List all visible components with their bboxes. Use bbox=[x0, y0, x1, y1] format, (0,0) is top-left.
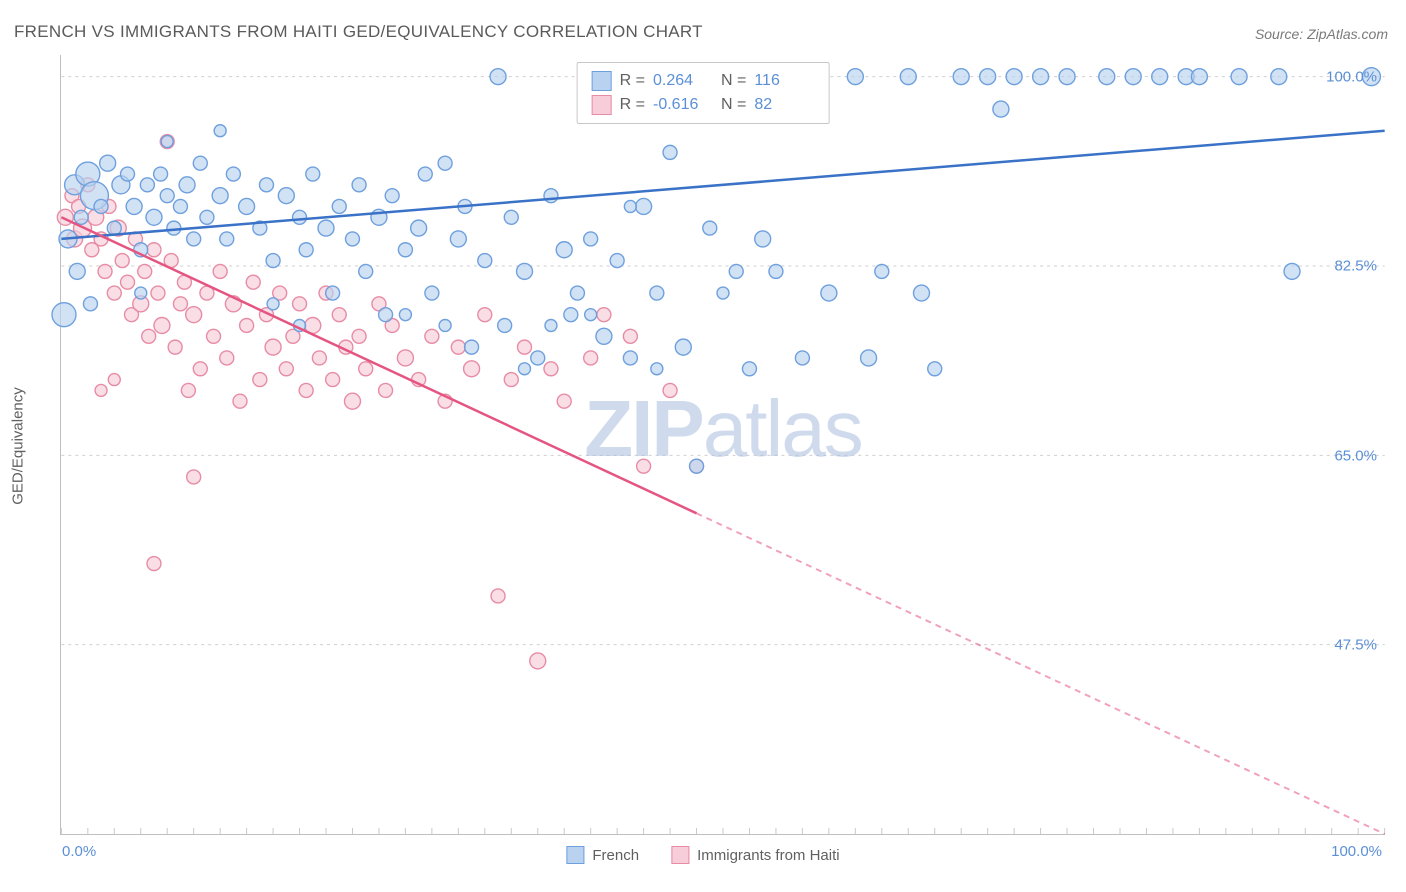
series-legend: French Immigrants from Haiti bbox=[566, 846, 839, 864]
swatch-french bbox=[592, 71, 612, 91]
legend-row-french: R = 0.264 N = 116 bbox=[592, 69, 815, 93]
legend-row-haiti: R = -0.616 N = 82 bbox=[592, 93, 815, 117]
y-tick-label: 47.5% bbox=[1334, 637, 1377, 654]
y-tick-label: 65.0% bbox=[1334, 447, 1377, 464]
legend-label-haiti: Immigrants from Haiti bbox=[697, 847, 840, 864]
r-value-haiti: -0.616 bbox=[653, 96, 713, 114]
y-axis-label: GED/Equivalency bbox=[10, 387, 27, 505]
y-tick-label: 82.5% bbox=[1334, 258, 1377, 275]
chart-container: FRENCH VS IMMIGRANTS FROM HAITI GED/EQUI… bbox=[0, 0, 1406, 892]
swatch-icon bbox=[671, 846, 689, 864]
plot-area: ZIPatlas 100.0%82.5%65.0%47.5% bbox=[60, 55, 1385, 835]
source-attribution: Source: ZipAtlas.com bbox=[1255, 26, 1388, 42]
x-max-label: 100.0% bbox=[1331, 843, 1382, 860]
chart-title: FRENCH VS IMMIGRANTS FROM HAITI GED/EQUI… bbox=[14, 22, 703, 42]
correlation-legend: R = 0.264 N = 116 R = -0.616 N = 82 bbox=[577, 62, 830, 124]
r-value-french: 0.264 bbox=[653, 72, 713, 90]
scatter-svg bbox=[61, 55, 1385, 834]
n-value-french: 116 bbox=[754, 72, 814, 90]
legend-item-haiti: Immigrants from Haiti bbox=[671, 846, 840, 864]
y-tick-label: 100.0% bbox=[1326, 68, 1377, 85]
legend-item-french: French bbox=[566, 846, 639, 864]
legend-label-french: French bbox=[592, 847, 639, 864]
n-value-haiti: 82 bbox=[754, 96, 814, 114]
swatch-icon bbox=[566, 846, 584, 864]
swatch-haiti bbox=[592, 95, 612, 115]
x-min-label: 0.0% bbox=[62, 843, 96, 860]
